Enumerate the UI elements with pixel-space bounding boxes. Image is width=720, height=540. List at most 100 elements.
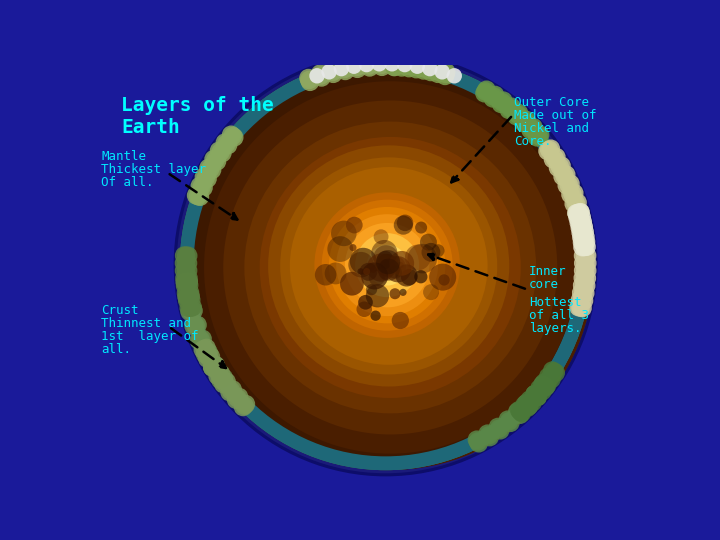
Circle shape [517,111,536,129]
Circle shape [327,205,449,327]
Circle shape [390,267,401,278]
Circle shape [416,272,428,283]
Circle shape [360,264,376,280]
Circle shape [346,217,361,231]
Circle shape [539,142,557,160]
Circle shape [514,114,533,132]
Circle shape [392,54,411,72]
Circle shape [180,291,199,309]
Circle shape [354,232,421,299]
Circle shape [191,177,209,195]
Circle shape [357,268,364,275]
Circle shape [469,432,487,451]
Circle shape [331,221,356,246]
Circle shape [494,91,513,110]
Circle shape [424,249,427,253]
Circle shape [520,397,539,415]
Circle shape [521,390,539,409]
Circle shape [570,208,589,227]
Circle shape [517,397,535,416]
Circle shape [400,57,418,76]
Circle shape [196,345,215,363]
Circle shape [408,244,437,273]
Circle shape [279,156,500,377]
Circle shape [385,58,403,76]
Circle shape [244,122,536,413]
Circle shape [424,244,441,260]
Circle shape [570,204,588,222]
Circle shape [575,238,594,256]
Circle shape [312,66,330,85]
Circle shape [395,265,418,287]
Circle shape [387,258,410,281]
Circle shape [541,369,559,387]
Circle shape [543,361,562,380]
Circle shape [400,253,410,262]
Circle shape [388,220,400,232]
Circle shape [295,173,484,361]
Circle shape [422,61,438,76]
Circle shape [385,53,404,72]
Circle shape [400,55,419,73]
Circle shape [356,301,372,317]
Circle shape [387,258,410,281]
Circle shape [177,288,196,306]
Circle shape [324,264,343,284]
Circle shape [415,260,426,271]
Circle shape [555,166,574,185]
Circle shape [190,66,593,470]
Circle shape [300,69,318,87]
Circle shape [393,269,402,278]
Circle shape [400,289,407,296]
Circle shape [384,261,390,268]
Circle shape [565,184,583,202]
Circle shape [248,124,536,413]
Circle shape [358,295,373,309]
Circle shape [436,65,455,83]
Circle shape [179,247,197,265]
Circle shape [407,60,426,78]
Circle shape [492,94,510,113]
Circle shape [315,264,336,286]
Circle shape [403,271,417,285]
Text: Outer Core: Outer Core [514,96,589,109]
Circle shape [397,266,417,286]
Circle shape [421,243,441,262]
Circle shape [220,383,239,401]
Circle shape [225,128,243,147]
Circle shape [361,262,388,289]
Circle shape [386,262,394,270]
Circle shape [207,83,577,454]
Circle shape [501,414,520,432]
Circle shape [311,64,330,83]
Circle shape [290,167,487,365]
Circle shape [310,68,325,84]
Circle shape [234,398,252,416]
Circle shape [194,329,212,348]
Circle shape [386,285,393,292]
Circle shape [268,145,509,387]
Circle shape [199,343,218,362]
Circle shape [364,269,369,274]
Circle shape [377,254,396,273]
Circle shape [301,72,319,91]
Circle shape [354,232,421,299]
Circle shape [392,58,411,77]
Circle shape [287,164,492,369]
Circle shape [423,234,437,249]
Circle shape [378,252,392,266]
Circle shape [364,242,411,289]
Circle shape [368,262,374,268]
Circle shape [380,270,390,279]
Circle shape [540,140,559,159]
Circle shape [180,302,199,321]
Circle shape [208,367,227,385]
Circle shape [177,269,196,287]
Circle shape [384,256,406,278]
Circle shape [385,56,404,74]
Circle shape [544,150,562,168]
Circle shape [366,286,376,295]
Circle shape [391,290,400,299]
Text: Layers of the
Earth: Layers of the Earth [121,96,274,137]
Circle shape [363,268,370,275]
